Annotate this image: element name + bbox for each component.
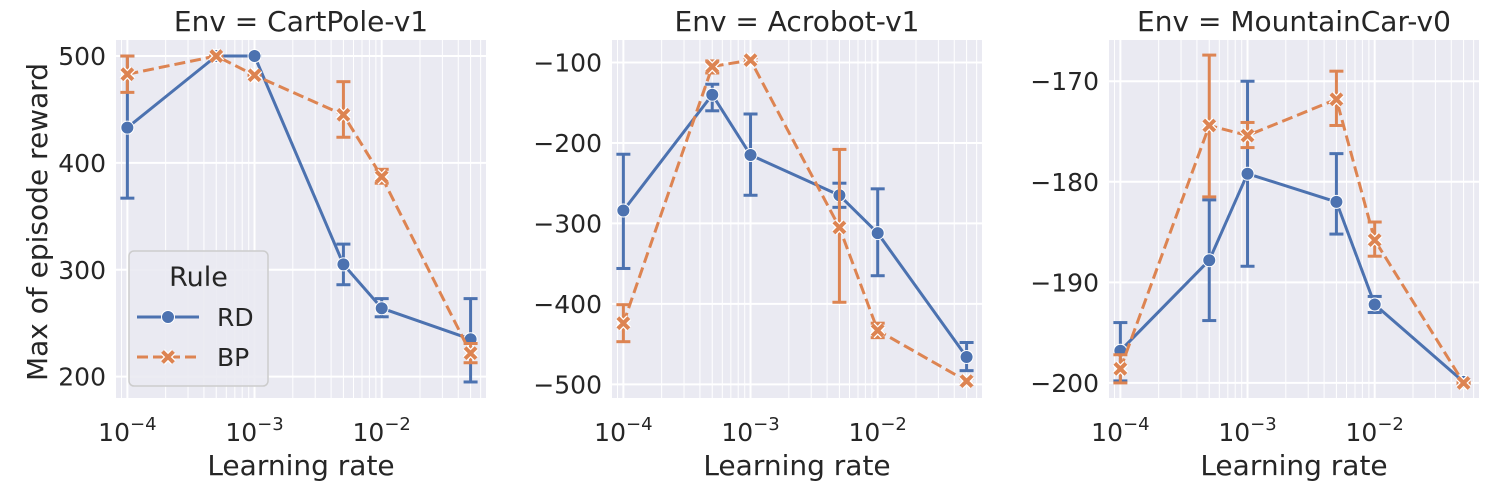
data-point xyxy=(743,148,758,163)
data-point xyxy=(120,120,135,135)
plot-area xyxy=(1109,40,1479,398)
data-point xyxy=(1239,127,1256,144)
data-point xyxy=(1328,91,1345,108)
data-point xyxy=(958,373,975,389)
x-tick-label: 10−2 xyxy=(849,414,907,447)
series-bp xyxy=(1112,53,1472,391)
data-point xyxy=(335,107,352,123)
series-line xyxy=(126,54,472,341)
data-point xyxy=(616,203,631,218)
series-line xyxy=(621,58,968,383)
panel-title: Env = Acrobot-v1 xyxy=(675,5,920,38)
series-bp xyxy=(615,52,975,389)
data-point xyxy=(831,219,848,236)
legend-marker xyxy=(161,310,175,324)
y-tick-label: −100 xyxy=(533,49,602,78)
data-point xyxy=(742,52,759,68)
data-point xyxy=(1329,194,1344,209)
error-bar xyxy=(336,80,351,139)
x-tick-label: 10−2 xyxy=(353,414,411,447)
legend-label: RD xyxy=(217,303,254,332)
legend-entry-rd: RD xyxy=(137,303,254,332)
series-line xyxy=(1119,172,1465,384)
panel-2: 10−4 10−3 10−2 −500 −400 −300 −200 −100 Env = Ac… xyxy=(533,5,982,482)
data-point xyxy=(705,87,720,102)
y-tick-label: −180 xyxy=(1030,168,1099,197)
x-axis-label: Learning rate xyxy=(207,449,394,482)
legend-label: BP xyxy=(217,343,249,372)
panel-3: 10−4 10−3 10−2 −200 −190 −180 −170 Env = Mounta… xyxy=(1030,5,1479,482)
data-point xyxy=(869,322,886,339)
data-point xyxy=(246,67,263,84)
panel-title: Env = CartPole-v1 xyxy=(174,5,428,38)
data-point xyxy=(119,66,136,82)
y-tick-label: 200 xyxy=(58,363,106,392)
x-tick-label: 10−4 xyxy=(98,414,156,447)
series-line xyxy=(622,93,968,358)
y-axis-label: Max of episode reward xyxy=(21,63,54,381)
y-tick-label: −500 xyxy=(533,370,602,399)
data-point xyxy=(462,345,479,361)
data-point xyxy=(1240,166,1255,181)
x-axis-label: Learning rate xyxy=(1200,449,1387,482)
y-tick-label: −200 xyxy=(1030,369,1099,398)
data-point xyxy=(959,349,974,364)
x-tick-label: 10−3 xyxy=(225,414,283,447)
data-point xyxy=(1366,232,1383,248)
y-tick-label: −200 xyxy=(533,129,602,158)
series-line xyxy=(1118,97,1465,384)
data-point xyxy=(704,58,721,75)
panel-title: Env = MountainCar-v0 xyxy=(1137,5,1451,38)
x-tick-label: 10−4 xyxy=(594,414,652,447)
data-point xyxy=(208,48,225,64)
panels: 10−4 10−3 10−2 200 300 400 500 Env = CartPole-v… xyxy=(58,5,1479,482)
data-point xyxy=(1201,117,1218,134)
panel-1: 10−4 10−3 10−2 200 300 400 500 Env = CartPole-v… xyxy=(58,5,486,482)
plot-area xyxy=(612,40,982,398)
y-tick-label: −190 xyxy=(1030,268,1099,297)
data-point xyxy=(374,301,389,316)
data-point xyxy=(336,257,351,272)
y-tick-label: 300 xyxy=(58,256,106,285)
data-point xyxy=(870,226,885,241)
y-tick-label: −400 xyxy=(533,290,602,319)
legend: Rule RD BP xyxy=(128,250,269,387)
series-bp xyxy=(119,48,479,365)
legend-entry-bp: BP xyxy=(137,343,249,372)
data-point xyxy=(247,49,262,64)
data-point xyxy=(1202,253,1217,268)
legend-title: Rule xyxy=(169,262,228,293)
data-point xyxy=(373,168,390,185)
x-tick-label: 10−2 xyxy=(1346,414,1404,447)
x-tick-label: 10−3 xyxy=(1218,414,1276,447)
x-tick-label: 10−4 xyxy=(1091,414,1149,447)
data-point xyxy=(1455,375,1472,391)
data-point xyxy=(1112,361,1129,377)
y-tick-label: 400 xyxy=(58,149,106,178)
x-tick-label: 10−3 xyxy=(721,414,779,447)
data-point xyxy=(615,315,632,331)
y-tick-label: 500 xyxy=(58,42,106,71)
series-line xyxy=(127,54,472,354)
data-point xyxy=(1367,297,1382,312)
legend-marker xyxy=(160,349,176,365)
error-bar xyxy=(1329,152,1344,236)
y-tick-label: −300 xyxy=(533,209,602,238)
y-tick-label: −170 xyxy=(1030,67,1099,96)
x-axis-label: Learning rate xyxy=(703,449,890,482)
